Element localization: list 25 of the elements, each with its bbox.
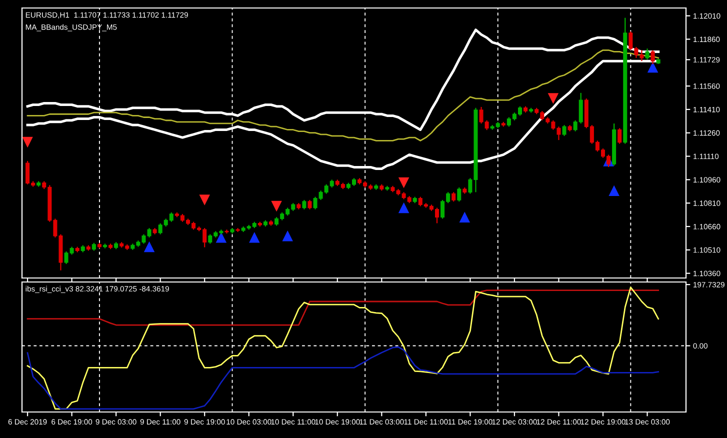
candlestick [562, 124, 566, 137]
point [22, 136, 33, 148]
point [647, 62, 658, 73]
point [608, 185, 620, 196]
point [249, 232, 260, 243]
line-series [26, 286, 660, 410]
candlestick [645, 48, 650, 60]
candlestick [457, 186, 462, 202]
point [271, 200, 282, 212]
point [459, 212, 470, 223]
point [216, 232, 227, 243]
candlestick [147, 228, 152, 238]
candlestick [452, 192, 456, 202]
point [199, 194, 210, 206]
candlestick [618, 128, 622, 144]
candlestick [308, 199, 312, 210]
point [398, 202, 410, 214]
point [144, 241, 155, 252]
line-series [26, 49, 660, 142]
line-series [26, 346, 660, 410]
point [398, 177, 410, 188]
candlestick [302, 199, 306, 210]
point [548, 93, 559, 104]
point [282, 230, 293, 242]
candlestick [650, 50, 655, 65]
